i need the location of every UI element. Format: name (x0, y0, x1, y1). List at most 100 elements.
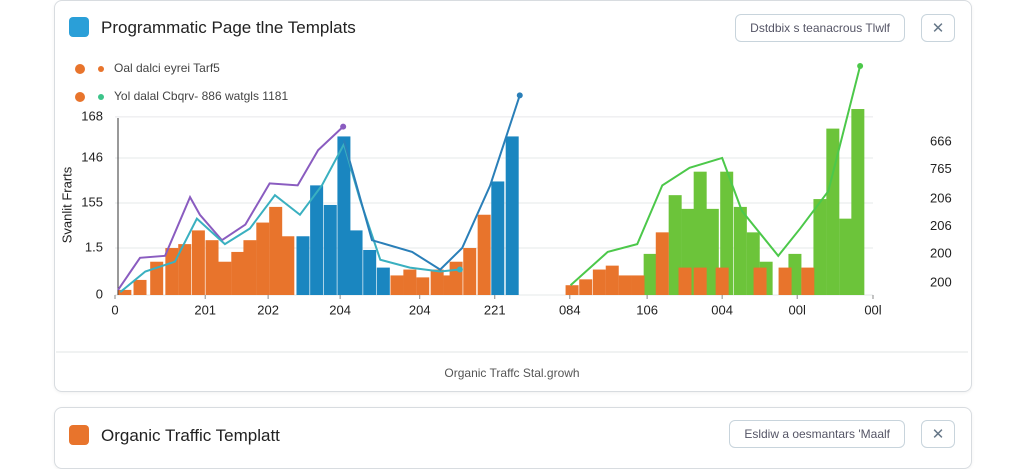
bar (715, 267, 729, 295)
x-tick-label: 204 (409, 302, 431, 317)
bar (631, 275, 645, 295)
y-tick-label: 168 (81, 108, 103, 123)
bar (643, 253, 657, 295)
bar (678, 267, 692, 295)
y2-tick-label: 765 (930, 161, 952, 176)
bar (788, 253, 802, 295)
bar (463, 248, 477, 295)
bar (191, 230, 205, 295)
bar (753, 267, 767, 295)
legend-label: Yol dalal Cbqrv- 886 watgls 1181 (114, 89, 288, 103)
y-tick-label: 1.5 (85, 239, 103, 254)
bar (218, 261, 232, 295)
bar (269, 206, 283, 295)
bar (243, 240, 257, 295)
card-title: Organic Traffic Templatt (101, 426, 280, 445)
card-title: Programmatic Page tlne Templats (101, 18, 356, 37)
bar (839, 218, 853, 295)
legend-label: Oal dalci eyrei Tarf5 (114, 61, 220, 75)
bar (693, 267, 707, 295)
y-axis-label: Svanlit Frarts (59, 166, 74, 243)
bar (826, 128, 840, 295)
bar (430, 269, 444, 295)
x-tick-label: 202 (257, 302, 279, 317)
second-card: Organic Traffic Templatt Esldiw a oesman… (54, 407, 972, 469)
line-end-dot (340, 123, 347, 130)
bar (310, 185, 324, 295)
close-button[interactable]: ✕ (921, 420, 955, 448)
y-tick-label: 155 (81, 194, 103, 209)
bar (720, 171, 734, 295)
close-button[interactable]: ✕ (921, 14, 955, 42)
bar (491, 181, 505, 295)
chart-caption: Organic Traffc Stal.growh (444, 366, 579, 380)
x-tick-label: 201 (194, 302, 216, 317)
x-tick-label: 106 (636, 302, 658, 317)
line-end-dot (857, 62, 864, 69)
bar (349, 230, 363, 295)
y2-tick-label: 206 (930, 191, 952, 206)
y2-tick-label: 206 (930, 218, 952, 233)
x-tick-label: 0 (111, 302, 118, 317)
bar (118, 289, 132, 295)
bar (323, 204, 337, 295)
legend-marker (98, 66, 104, 72)
bar (363, 249, 377, 295)
y2-tick-label: 200 (930, 275, 952, 290)
bar (390, 275, 404, 295)
x-tick-label: 221 (484, 302, 506, 317)
bar (165, 248, 179, 295)
line-end-dot (456, 266, 463, 273)
bar (178, 244, 192, 295)
bar (477, 214, 491, 295)
bar (565, 285, 579, 295)
bar (403, 269, 417, 295)
x-tick-label: 00l (789, 302, 806, 317)
legend-marker (98, 94, 104, 100)
bar (133, 279, 147, 295)
bar (579, 279, 593, 295)
legend-marker (75, 92, 85, 102)
line-end-dot (516, 92, 523, 99)
bar (150, 261, 164, 295)
bar (668, 195, 682, 295)
bar (416, 277, 430, 295)
bar (733, 206, 747, 295)
y-tick-label: 0 (96, 286, 103, 301)
bar (592, 269, 606, 295)
x-tick-label: 00l (864, 302, 881, 317)
page: Programmatic Page tlne Templats Dstdbix … (54, 0, 972, 469)
y2-tick-label: 666 (930, 134, 952, 149)
line (119, 141, 460, 293)
bar (505, 136, 519, 295)
card-icon (69, 425, 89, 445)
x-tick-label: 204 (329, 302, 351, 317)
action-button[interactable]: Dstdbix s teanacrous Tlwlf (735, 14, 905, 42)
bar (813, 199, 827, 295)
bar (618, 275, 632, 295)
action-button[interactable]: Esldiw a oesmantars 'Maalf (729, 420, 905, 448)
bar (376, 267, 390, 295)
bar (693, 171, 707, 295)
card-icon (69, 17, 89, 37)
bar (205, 240, 219, 295)
bar (705, 208, 719, 295)
bar (281, 236, 295, 295)
y-tick-label: 146 (81, 149, 103, 164)
bar (256, 222, 270, 295)
line (342, 95, 521, 271)
bar (778, 267, 792, 295)
chart: Organic Traffc Stal.growh Svanlit Frarts… (56, 61, 968, 380)
bar (605, 265, 619, 295)
bar (337, 136, 351, 295)
legend-marker (75, 64, 85, 74)
x-tick-label: 084 (559, 302, 581, 317)
bar (231, 251, 245, 295)
bar (801, 267, 815, 295)
bar (851, 109, 865, 295)
bar (296, 236, 310, 295)
x-tick-label: 004 (711, 302, 733, 317)
line (569, 65, 862, 286)
y2-tick-label: 200 (930, 245, 952, 260)
bar (655, 232, 669, 295)
